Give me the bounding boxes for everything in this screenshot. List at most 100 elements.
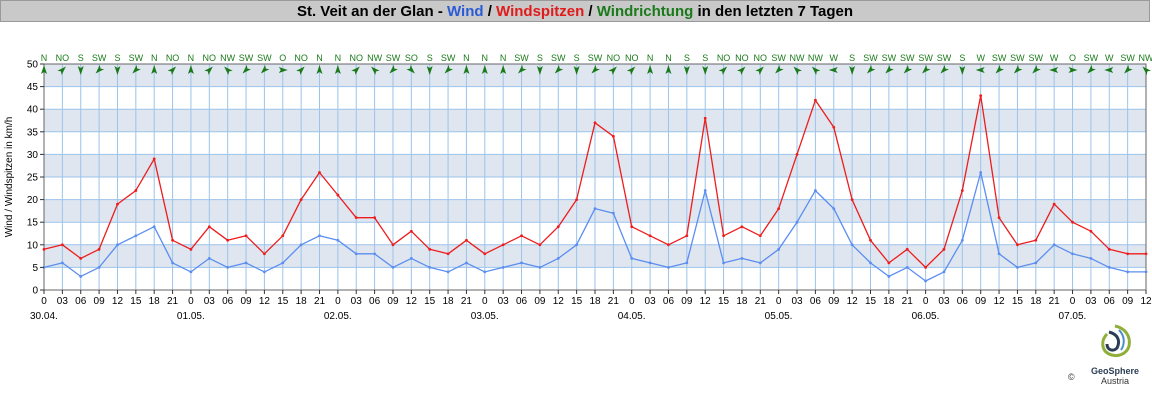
x-tick-label: 03	[645, 296, 657, 307]
series-point-wind	[777, 247, 781, 251]
series-point-wind	[1034, 261, 1038, 265]
x-tick-label: 0	[41, 296, 47, 307]
x-tick-label: 21	[608, 296, 620, 307]
day-label: 06.05.	[912, 311, 940, 322]
x-tick-label: 21	[755, 296, 767, 307]
series-point-windspitzen	[703, 116, 707, 120]
direction-arrow-shape	[224, 66, 233, 75]
direction-arrow-icon	[95, 65, 105, 74]
direction-arrow-shape	[41, 65, 47, 74]
day-label: 30.04.	[30, 311, 58, 322]
direction-arrow-icon	[554, 65, 564, 74]
direction-arrow-icon	[151, 65, 158, 74]
x-tick-label: 18	[883, 296, 895, 307]
x-tick-label: 15	[130, 296, 142, 307]
series-point-windspitzen	[960, 189, 964, 192]
direction-arrow-icon	[1068, 67, 1078, 73]
direction-arrow-icon	[591, 65, 600, 74]
direction-arrow-icon	[1087, 65, 1096, 74]
series-point-wind	[189, 270, 193, 274]
series-point-wind	[244, 261, 248, 265]
direction-label: NO	[349, 53, 363, 63]
series-point-windspitzen	[501, 243, 505, 247]
direction-arrow-icon	[463, 65, 470, 74]
x-tick-label: 12	[994, 296, 1006, 307]
direction-arrow-shape	[389, 65, 398, 74]
direction-arrow-icon	[647, 65, 654, 74]
direction-arrow-shape	[1068, 67, 1078, 73]
logo-sub: Austria	[1100, 376, 1129, 386]
x-tick-label: 03	[938, 296, 950, 307]
x-tick-label: 18	[1030, 296, 1042, 307]
series-point-wind	[538, 266, 542, 269]
x-tick-label: 15	[1012, 296, 1024, 307]
title-tail: in den letzten 7 Tagen	[693, 3, 854, 20]
series-point-wind	[97, 266, 101, 269]
direction-arrow-shape	[114, 66, 121, 75]
series-point-windspitzen	[942, 247, 946, 251]
series-point-wind	[924, 279, 927, 283]
series-point-wind	[960, 238, 964, 242]
direction-arrow-shape	[702, 66, 709, 75]
series-point-windspitzen	[869, 238, 872, 242]
series-point-wind	[501, 266, 505, 269]
direction-arrow-icon	[903, 65, 913, 74]
x-tick-label: 03	[1085, 296, 1097, 307]
x-tick-label: 03	[204, 296, 216, 307]
direction-arrow-icon	[77, 66, 84, 75]
direction-arrow-shape	[736, 66, 746, 75]
direction-label: NO	[607, 53, 621, 63]
direction-arrow-shape	[151, 65, 158, 74]
direction-arrow-icon	[775, 65, 784, 74]
x-tick-label: 15	[571, 296, 583, 307]
direction-label: S	[702, 53, 708, 63]
direction-label: SW	[937, 53, 952, 63]
direction-label: N	[316, 53, 323, 63]
series-point-wind	[630, 256, 634, 260]
direction-arrow-shape	[811, 66, 821, 75]
series-point-wind	[226, 266, 230, 269]
x-tick-label: 03	[791, 296, 803, 307]
direction-label: SW	[239, 53, 254, 63]
direction-label: SW	[551, 53, 566, 63]
direction-label: SW	[882, 53, 897, 63]
x-tick-label: 12	[112, 296, 124, 307]
series-point-windspitzen	[575, 198, 579, 202]
direction-arrow-icon	[755, 66, 764, 75]
direction-arrow-shape	[793, 66, 802, 75]
y-tick-label: 30	[27, 150, 39, 161]
day-label: 05.05.	[765, 311, 793, 322]
direction-arrow-icon	[204, 66, 213, 75]
direction-arrow-icon	[683, 66, 690, 75]
series-point-windspitzen	[373, 216, 376, 220]
series-point-windspitzen	[1126, 252, 1130, 256]
series-point-windspitzen	[189, 247, 193, 251]
x-tick-label: 09	[94, 296, 106, 307]
x-tick-label: 12	[1140, 296, 1152, 307]
direction-arrow-shape	[296, 66, 305, 75]
series-point-wind	[171, 261, 174, 265]
series-point-windspitzen	[648, 234, 652, 238]
direction-label: SO	[405, 53, 418, 63]
direction-label: SW	[1084, 53, 1099, 63]
direction-label: N	[463, 53, 470, 63]
x-tick-label: 06	[516, 296, 528, 307]
series-point-wind	[116, 243, 119, 247]
direction-label: O	[1069, 53, 1076, 63]
direction-label: SW	[992, 53, 1007, 63]
day-label: 02.05.	[324, 311, 352, 322]
series-point-wind	[446, 270, 450, 274]
direction-arrow-shape	[536, 66, 543, 75]
series-point-wind	[942, 270, 946, 274]
series-point-windspitzen	[1071, 220, 1074, 224]
direction-arrow-icon	[922, 65, 931, 74]
direction-arrow-shape	[242, 65, 251, 74]
direction-arrow-icon	[187, 65, 194, 74]
direction-label: SW	[441, 53, 456, 63]
direction-arrow-icon	[975, 67, 985, 73]
series-point-windspitzen	[667, 243, 670, 247]
direction-label: S	[78, 53, 84, 63]
series-point-windspitzen	[795, 153, 799, 156]
direction-label: NO	[754, 53, 768, 63]
series-point-wind	[336, 238, 340, 242]
